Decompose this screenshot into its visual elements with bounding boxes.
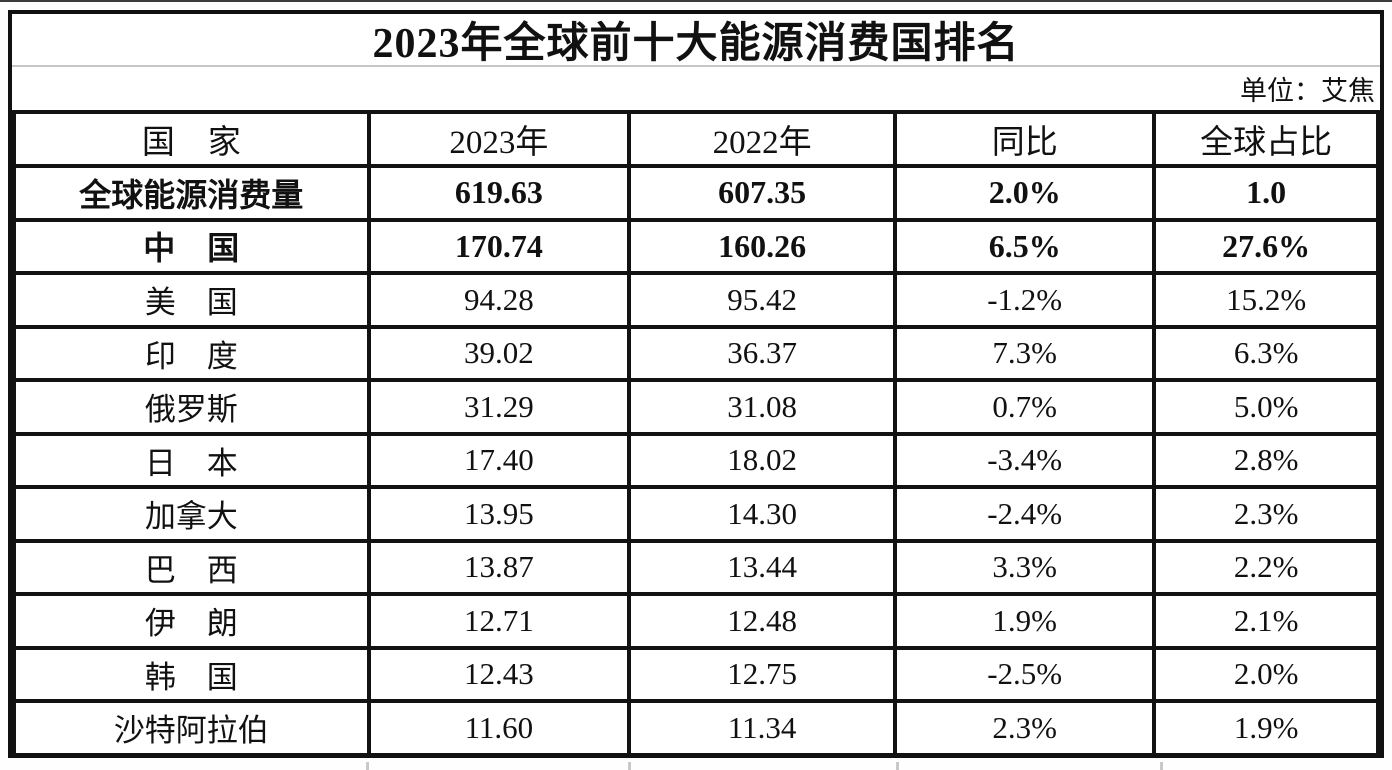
unit-row: 单位：艾焦 bbox=[12, 67, 1380, 110]
cell-country: 伊 朗 bbox=[12, 592, 371, 650]
cell-country: 加拿大 bbox=[12, 485, 371, 543]
table-row: 日 本 17.40 18.02 -3.4% 2.8% bbox=[12, 431, 1380, 489]
cell-global-share: 2.0% bbox=[1152, 645, 1380, 703]
table-row: 俄罗斯 31.29 31.08 0.7% 5.0% bbox=[12, 378, 1380, 436]
table-row: 伊 朗 12.71 12.48 1.9% 2.1% bbox=[12, 592, 1380, 650]
cell-yoy: 2.3% bbox=[893, 699, 1157, 757]
cell-country: 全球能源消费量 bbox=[12, 164, 371, 222]
cell-global-share: 6.3% bbox=[1152, 324, 1380, 382]
cell-yoy: 7.3% bbox=[893, 324, 1157, 382]
cell-global-share: 27.6% bbox=[1152, 217, 1380, 275]
cell-yoy: -2.4% bbox=[893, 485, 1157, 543]
table-row: 全球能源消费量 619.63 607.35 2.0% 1.0 bbox=[12, 164, 1380, 222]
cell-country: 俄罗斯 bbox=[12, 378, 371, 436]
cell-2023-value: 13.95 bbox=[366, 485, 632, 543]
table-row: 巴 西 13.87 13.44 3.3% 2.2% bbox=[12, 538, 1380, 596]
cell-country: 印 度 bbox=[12, 324, 371, 382]
column-header-country: 国 家 bbox=[12, 110, 371, 168]
cell-global-share: 2.1% bbox=[1152, 592, 1380, 650]
cell-2022-value: 13.44 bbox=[627, 538, 898, 596]
cell-global-share: 1.0 bbox=[1152, 164, 1380, 222]
cell-global-share: 2.8% bbox=[1152, 431, 1380, 489]
cell-2022-value: 160.26 bbox=[627, 217, 898, 275]
cell-2022-value: 607.35 bbox=[627, 164, 898, 222]
ranking-table-sheet: 2023年全球前十大能源消费国排名 单位：艾焦 国 家 2023年 2022年 同比全… bbox=[8, 10, 1384, 758]
table-row: 加拿大 13.95 14.30 -2.4% 2.3% bbox=[12, 485, 1380, 543]
cell-2023-value: 12.71 bbox=[366, 592, 632, 650]
table-title: 2023年全球前十大能源消费国排名 bbox=[12, 14, 1380, 67]
top-crop-line bbox=[0, 0, 1392, 2]
cell-global-share: 1.9% bbox=[1152, 699, 1380, 757]
bottom-crop-mark bbox=[366, 762, 369, 770]
cell-global-share: 2.3% bbox=[1152, 485, 1380, 543]
cell-2023-value: 12.43 bbox=[366, 645, 632, 703]
cell-country: 美 国 bbox=[12, 271, 371, 329]
cell-yoy: -3.4% bbox=[893, 431, 1157, 489]
cell-2022-value: 14.30 bbox=[627, 485, 898, 543]
cell-2023-value: 31.29 bbox=[366, 378, 632, 436]
cell-global-share: 15.2% bbox=[1152, 271, 1380, 329]
unit-label: 单位：艾焦 bbox=[1240, 76, 1375, 106]
cell-yoy: 0.7% bbox=[893, 378, 1157, 436]
table-row: 美 国 94.28 95.42 -1.2% 15.2% bbox=[12, 271, 1380, 329]
table-row: 韩 国 12.43 12.75 -2.5% 2.0% bbox=[12, 645, 1380, 703]
column-header-y2023: 2023年 bbox=[366, 110, 632, 168]
cell-yoy: 6.5% bbox=[893, 217, 1157, 275]
table-row: 沙特阿拉伯 11.60 11.34 2.3% 1.9% bbox=[12, 699, 1380, 757]
cell-2022-value: 12.48 bbox=[627, 592, 898, 650]
cell-2023-value: 94.28 bbox=[366, 271, 632, 329]
cell-country: 中 国 bbox=[12, 217, 371, 275]
column-header-y2022: 2022年 bbox=[627, 110, 898, 168]
cell-2022-value: 31.08 bbox=[627, 378, 898, 436]
cell-2022-value: 12.75 bbox=[627, 645, 898, 703]
cell-yoy: 1.9% bbox=[893, 592, 1157, 650]
cell-country: 日 本 bbox=[12, 431, 371, 489]
cell-2022-value: 36.37 bbox=[627, 324, 898, 382]
cell-global-share: 5.0% bbox=[1152, 378, 1380, 436]
cell-country: 巴 西 bbox=[12, 538, 371, 596]
cell-yoy: -1.2% bbox=[893, 271, 1157, 329]
cell-2023-value: 619.63 bbox=[366, 164, 632, 222]
table-body: 全球能源消费量 619.63 607.35 2.0% 1.0 中 国 170.74 160.2… bbox=[12, 164, 1380, 757]
cell-country: 沙特阿拉伯 bbox=[12, 699, 371, 757]
cell-2023-value: 17.40 bbox=[366, 431, 632, 489]
bottom-crop-mark bbox=[1160, 762, 1163, 770]
bottom-crop-mark bbox=[628, 762, 631, 770]
cell-yoy: -2.5% bbox=[893, 645, 1157, 703]
cell-2022-value: 11.34 bbox=[627, 699, 898, 757]
cell-global-share: 2.2% bbox=[1152, 538, 1380, 596]
cell-2023-value: 11.60 bbox=[366, 699, 632, 757]
table-header: 国 家 2023年 2022年 同比 全球占比 bbox=[12, 110, 1380, 168]
cell-2023-value: 13.87 bbox=[366, 538, 632, 596]
table-row: 中 国 170.74 160.26 6.5% 27.6% bbox=[12, 217, 1380, 275]
table-row: 印 度 39.02 36.37 7.3% 6.3% bbox=[12, 324, 1380, 382]
cell-country: 韩 国 bbox=[12, 645, 371, 703]
energy-consumption-table: 国 家 2023年 2022年 同比 全球占比 全球能源消费量 619.63 607.35 2… bbox=[12, 110, 1380, 757]
column-header-share: 全球占比 bbox=[1152, 110, 1380, 168]
cell-2023-value: 170.74 bbox=[366, 217, 632, 275]
bottom-crop-mark bbox=[896, 762, 899, 770]
header-row: 国 家 2023年 2022年 同比 全球占比 bbox=[12, 110, 1380, 168]
cell-yoy: 3.3% bbox=[893, 538, 1157, 596]
cell-yoy: 2.0% bbox=[893, 164, 1157, 222]
cell-2022-value: 18.02 bbox=[627, 431, 898, 489]
cell-2022-value: 95.42 bbox=[627, 271, 898, 329]
column-header-yoy: 同比 bbox=[893, 110, 1157, 168]
cell-2023-value: 39.02 bbox=[366, 324, 632, 382]
